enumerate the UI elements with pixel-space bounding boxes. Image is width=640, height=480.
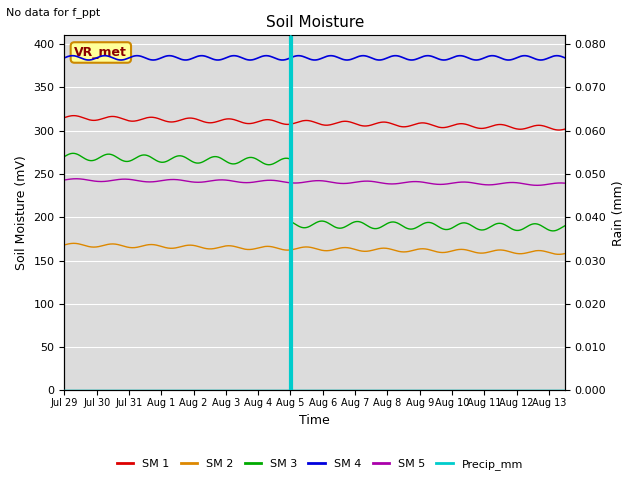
Title: Soil Moisture: Soil Moisture	[266, 15, 364, 30]
Text: No data for f_ppt: No data for f_ppt	[6, 7, 100, 18]
Y-axis label: Soil Moisture (mV): Soil Moisture (mV)	[15, 156, 28, 270]
X-axis label: Time: Time	[300, 414, 330, 427]
Y-axis label: Rain (mm): Rain (mm)	[612, 180, 625, 246]
Legend: SM 1, SM 2, SM 3, SM 4, SM 5, Precip_mm: SM 1, SM 2, SM 3, SM 4, SM 5, Precip_mm	[112, 455, 528, 474]
Text: VR_met: VR_met	[74, 46, 127, 59]
